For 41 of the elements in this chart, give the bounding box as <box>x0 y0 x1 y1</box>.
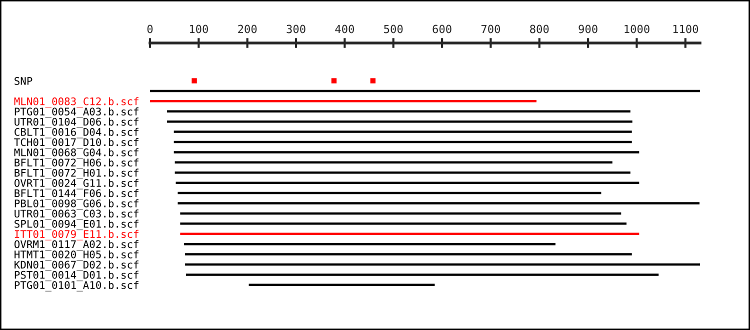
x-tick-label: 500 <box>384 24 403 34</box>
x-tick-label: 400 <box>335 24 354 34</box>
x-tick-label: 900 <box>578 24 598 34</box>
x-tick-label: 100 <box>190 24 208 34</box>
y-tick-label: UTR01_0104_D06.b.scf <box>14 118 138 128</box>
y-tick-label: MLN01_0083_C12.b.scf <box>14 97 138 108</box>
x-tick-label: 800 <box>530 24 549 34</box>
x-tick-label: 700 <box>481 24 500 34</box>
bar <box>185 253 632 256</box>
y-tick-label: BFLT1_0144_F06.b.scf <box>14 189 138 200</box>
bar <box>150 100 536 102</box>
y-tick-label: CBLT1_0016_D04.b.scf <box>14 128 138 138</box>
bar <box>176 182 640 184</box>
y-tick-label: PTG01_0101_A10.b.scf <box>14 280 138 292</box>
x-tick-label: 600 <box>432 24 452 34</box>
y-tick-label: OVRM1_0117_A02.b.scf <box>14 240 138 250</box>
y-tick-label: SPL01_0094_E01.b.scf <box>14 220 138 230</box>
y-tick-label: PST01_0014_D01.b.scf <box>14 270 138 282</box>
bar <box>174 151 640 154</box>
x-tick-label: 1000 <box>624 24 650 34</box>
bar <box>174 130 632 133</box>
y-tick-label: HTMT1_0020_H05.b.scf <box>14 250 138 261</box>
y-tick-label: TCH01_0017_D10.b.scf <box>14 138 138 148</box>
y-tick-label: OVRT1_0024_G11.b.scf <box>14 178 138 190</box>
y-tick-label: UTR01_0063_C03.b.scf <box>14 209 138 220</box>
x-tick-label: 1100 <box>673 24 698 34</box>
y-tick-label: BFLT1_0072_H06.b.scf <box>14 158 138 169</box>
bar <box>186 274 659 276</box>
bar <box>180 232 640 235</box>
y-tick-label: ITT01_0079_E11.b.scf <box>14 230 138 240</box>
bar <box>180 222 627 225</box>
y-tick-label: PTG01_0054_A03.b.scf <box>14 107 138 118</box>
y-tick-label: PBL01_0098_G06.b.scf <box>14 199 138 210</box>
y-tick-label: SNP <box>14 77 32 85</box>
x-tick-label: 200 <box>238 24 257 34</box>
x-tick-label: 0 <box>147 24 153 34</box>
y-tick-label: BFLT1_0072_H01.b.scf <box>14 168 138 180</box>
bar <box>178 202 700 204</box>
x-tick-label: 300 <box>286 24 306 34</box>
y-tick-label: KDN01_0067_D02.b.scf <box>14 260 138 271</box>
y-tick-label: MLN01_0068_G04.b.scf <box>14 148 138 159</box>
